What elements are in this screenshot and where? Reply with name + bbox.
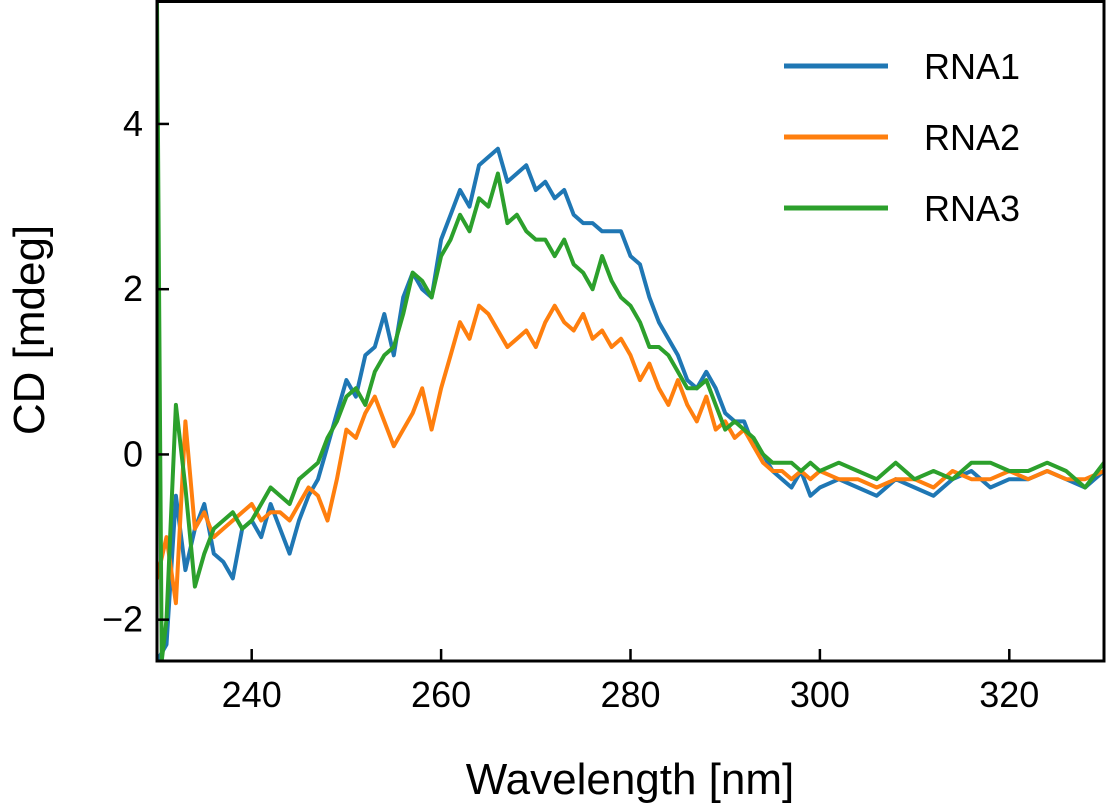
legend-label-rna3: RNA3	[924, 188, 1020, 229]
plot-frame	[155, 0, 1106, 663]
axis-layer: 240 260 280 300 320 −2 0 2 4	[102, 0, 1106, 715]
x-axis-label: Wavelength [nm]	[466, 755, 795, 804]
legend: RNA1 RNA2 RNA3	[784, 46, 1020, 229]
y-tick-label: 2	[123, 268, 143, 309]
x-tick-label: 240	[222, 674, 282, 715]
series-line-rna1	[157, 146, 1104, 661]
series-line-rna3	[157, 0, 1104, 661]
series-layer	[157, 0, 1104, 661]
y-tick-label: 4	[123, 103, 143, 144]
y-tick-label: −2	[102, 599, 143, 640]
legend-label-rna2: RNA2	[924, 117, 1020, 158]
legend-label-rna1: RNA1	[924, 46, 1020, 87]
x-tick-label: 260	[411, 674, 471, 715]
y-tick-label: 0	[123, 433, 143, 474]
x-tick-label: 280	[600, 674, 660, 715]
series-line-rna2	[157, 303, 1104, 606]
y-axis-label: CD [mdeg]	[5, 225, 54, 435]
x-tick-label: 300	[790, 674, 850, 715]
x-tick-label: 320	[979, 674, 1039, 715]
